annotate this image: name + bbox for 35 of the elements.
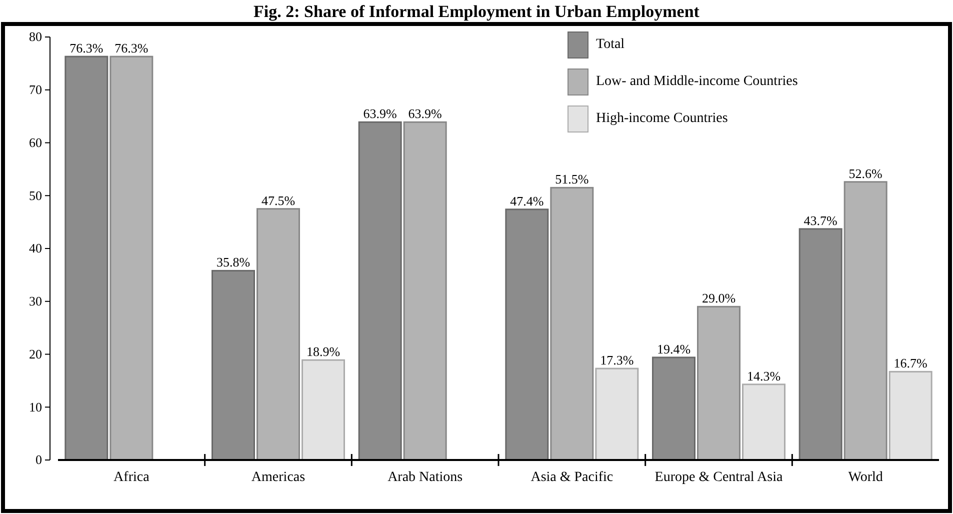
data-label: 16.7% xyxy=(894,356,928,371)
y-tick-label: 50 xyxy=(29,188,42,203)
x-tick-label: Africa xyxy=(114,470,150,486)
data-label: 17.3% xyxy=(600,352,634,368)
data-label: 76.3% xyxy=(70,40,104,56)
y-tick-label: 20 xyxy=(29,346,42,362)
legend-label: Total xyxy=(596,37,625,52)
y-tick-label: 60 xyxy=(29,134,42,150)
x-tick-label: Asia & Pacific xyxy=(530,470,614,486)
data-label: 18.9% xyxy=(306,344,340,360)
data-label: 29.0% xyxy=(702,290,736,306)
data-label: 14.3% xyxy=(746,368,781,384)
x-tick-label: Americas xyxy=(251,470,306,486)
data-label: 63.9% xyxy=(408,106,442,122)
x-tick-label: Arab Nations xyxy=(388,470,463,486)
y-tick-label: 40 xyxy=(29,240,42,256)
y-tick-label: 30 xyxy=(29,294,42,309)
data-label: 63.9% xyxy=(363,106,398,122)
y-tick-label: 0 xyxy=(36,452,42,468)
data-label: 76.3% xyxy=(114,40,148,56)
chart-title: Fig. 2: Share of Informal Employment in Urban Employment xyxy=(254,2,700,21)
data-label: 35.8% xyxy=(216,254,250,270)
data-label: 47.5% xyxy=(261,192,296,208)
data-label: 51.5% xyxy=(555,172,589,187)
data-label: 52.6% xyxy=(848,166,883,181)
y-tick-label: 80 xyxy=(29,29,42,44)
x-tick-label: Europe & Central Asia xyxy=(654,470,784,486)
data-label: 47.4% xyxy=(510,193,544,208)
data-label: 19.4% xyxy=(656,341,691,356)
y-tick-label: 10 xyxy=(29,399,42,414)
legend-label: Low- and Middle-income Countries xyxy=(596,74,798,89)
y-tick-label: 70 xyxy=(29,82,42,98)
data-label: 43.7% xyxy=(804,212,838,228)
x-tick-label: World xyxy=(848,470,883,486)
legend-label: High-income Countries xyxy=(596,111,728,126)
